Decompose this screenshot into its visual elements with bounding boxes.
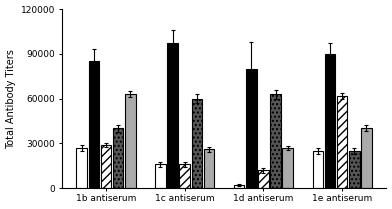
Bar	[337, 96, 347, 188]
Bar	[234, 185, 245, 188]
Bar	[180, 164, 190, 188]
Bar	[361, 129, 372, 188]
Bar	[192, 99, 202, 188]
Y-axis label: Total Antibody Titers: Total Antibody Titers	[5, 49, 16, 149]
Bar	[282, 148, 293, 188]
Bar	[113, 129, 123, 188]
Bar	[313, 151, 323, 188]
Bar	[167, 43, 178, 188]
Bar	[325, 54, 335, 188]
Bar	[246, 69, 257, 188]
Bar	[89, 61, 99, 188]
Bar	[101, 145, 111, 188]
Bar	[270, 94, 281, 188]
Bar	[349, 151, 359, 188]
Bar	[204, 149, 214, 188]
Bar	[258, 170, 269, 188]
Bar	[76, 148, 87, 188]
Bar	[125, 94, 136, 188]
Bar	[155, 164, 166, 188]
